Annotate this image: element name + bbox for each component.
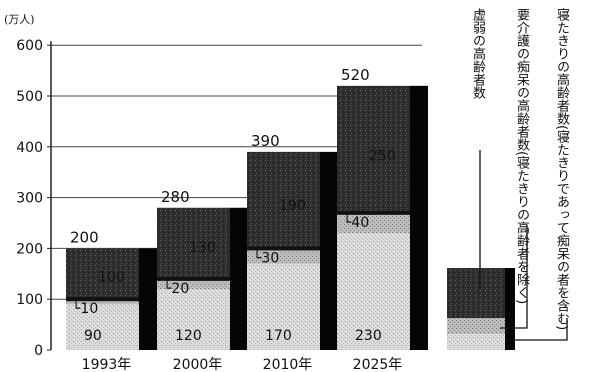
- y-tick-label: 300: [16, 191, 43, 207]
- segment-label-bedridden: 100: [98, 269, 125, 285]
- legend-shadow: [505, 268, 515, 350]
- bar-segment-frail: [66, 304, 139, 350]
- segment-label-dementia: └10: [72, 300, 98, 317]
- bar-segment-bedridden: [157, 207, 230, 279]
- segment-label-frail: 230: [355, 328, 382, 344]
- legend-label-dementia: 要介護の痴呆の高齢者数(寝たきりの高齢者を除く): [514, 8, 529, 305]
- bars: [66, 85, 428, 350]
- bar-shadow: [230, 207, 248, 350]
- x-tick-label: 2025年: [353, 357, 403, 372]
- y-tick-label: 400: [16, 140, 43, 156]
- x-tick-label: 1993年: [82, 357, 132, 372]
- bar-segment-bedridden: [337, 85, 410, 213]
- x-tick-label: 2010年: [263, 357, 313, 372]
- total-label: 390: [251, 132, 280, 150]
- segment-label-frail: 120: [175, 328, 202, 344]
- bar-segment-bedridden: [66, 248, 139, 300]
- y-axis: (万人) 0 100 200 300 400 500 600: [4, 13, 52, 359]
- segment-label-dementia: └40: [343, 214, 369, 231]
- legend-label-bedridden: 寝たきりの高齢者数(寝たきりであって痴呆の者を含む): [554, 8, 569, 331]
- leader-line-dementia: [500, 225, 528, 329]
- legend-swatch-dementia: [447, 318, 505, 334]
- segment-divider: [157, 276, 230, 281]
- segment-divider: [66, 297, 139, 302]
- segment-label-bedridden: 250: [369, 149, 396, 165]
- segment-label-dementia: └20: [163, 280, 189, 297]
- bar-shadow: [410, 85, 428, 350]
- bar-segment-frail: [157, 289, 230, 350]
- y-tick-label: 100: [16, 292, 43, 308]
- segment-label-bedridden: 130: [189, 240, 216, 256]
- leader-line-bedridden: [505, 318, 568, 341]
- x-tick-label: 2000年: [173, 357, 223, 372]
- unit-label: (万人): [4, 13, 35, 26]
- segment-divider: [337, 210, 410, 215]
- bar-segment-dementia: [337, 212, 410, 234]
- y-tick-label: 200: [16, 241, 43, 257]
- segment-label-frail: 170: [265, 328, 292, 344]
- legend: [447, 150, 568, 350]
- bar-segment-dementia: [157, 278, 230, 290]
- segment-label-dementia: └30: [253, 249, 279, 266]
- bar-segment-bedridden: [247, 151, 320, 249]
- y-tick-label: 600: [16, 38, 43, 54]
- legend-swatch-frail: [447, 334, 505, 350]
- bar-segment-frail: [247, 263, 320, 350]
- bar-segment-dementia: [247, 248, 320, 264]
- bar-shadow: [139, 248, 157, 350]
- y-tick-label: 500: [16, 89, 43, 105]
- total-label: 520: [341, 66, 370, 84]
- y-tick-label: 0: [34, 343, 43, 359]
- segment-label-frail: 90: [84, 328, 102, 344]
- segment-label-bedridden: 190: [279, 198, 306, 214]
- segment-divider: [247, 246, 320, 251]
- bar-segment-frail: [337, 233, 410, 350]
- legend-label-frail: 虚弱の高齢者数: [470, 8, 485, 99]
- bar-segment-dementia: [66, 299, 139, 305]
- bar-shadow: [320, 151, 338, 350]
- legend-swatch-bedridden: [447, 268, 505, 318]
- total-label: 280: [161, 188, 190, 206]
- total-label: 200: [70, 228, 99, 246]
